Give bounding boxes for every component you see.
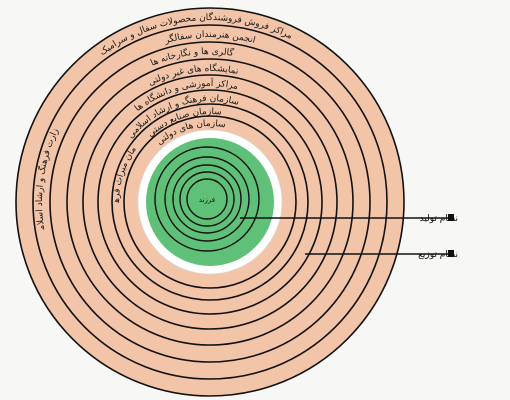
center-label: فرزند (199, 196, 215, 204)
production-ring-2 (164, 156, 250, 242)
distribution-legend-marker (448, 250, 454, 257)
production-ring-1 (154, 146, 260, 252)
production-ring-3 (172, 164, 242, 234)
production-ring-5 (186, 178, 228, 220)
production-rings (146, 138, 274, 266)
production-legend-marker (448, 214, 454, 221)
production-area (146, 138, 274, 266)
production-ring-4 (179, 171, 235, 227)
distribution-legend-label: نظام توزیع (418, 250, 458, 260)
legend: نظام تولید نظام توزیع (240, 214, 458, 260)
production-legend-label: نظام تولید (420, 214, 458, 224)
